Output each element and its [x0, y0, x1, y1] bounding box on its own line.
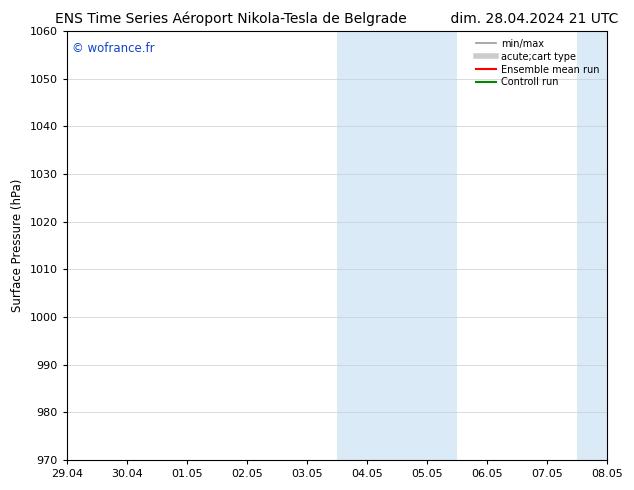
Text: © wofrance.fr: © wofrance.fr: [72, 42, 155, 55]
Y-axis label: Surface Pressure (hPa): Surface Pressure (hPa): [11, 179, 24, 312]
Bar: [337, 31, 457, 460]
Title: ENS Time Series Aéroport Nikola-Tesla de Belgrade          dim. 28.04.2024 21 UT: ENS Time Series Aéroport Nikola-Tesla de…: [55, 11, 619, 25]
Bar: [577, 31, 634, 460]
Legend: min/max, acute;cart type, Ensemble mean run, Controll run: min/max, acute;cart type, Ensemble mean …: [474, 36, 602, 90]
